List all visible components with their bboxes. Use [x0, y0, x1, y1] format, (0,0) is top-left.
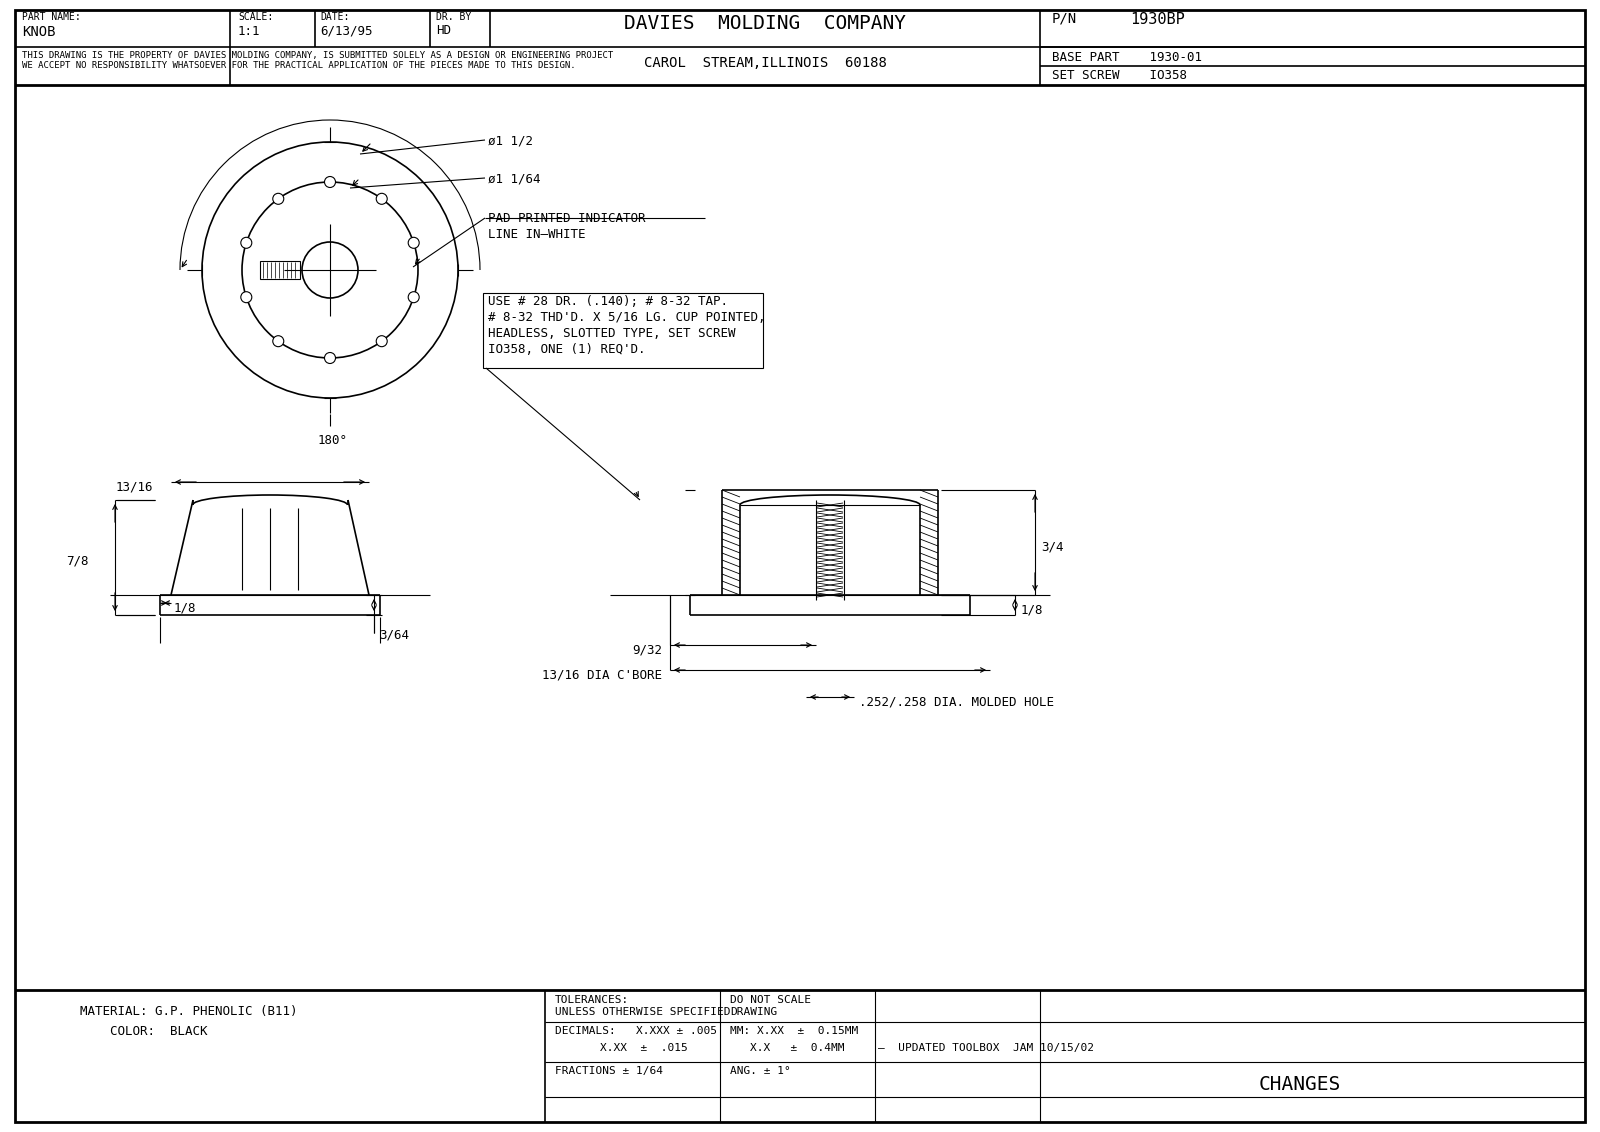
Circle shape: [408, 292, 419, 302]
Text: ANG. ± 1°: ANG. ± 1°: [730, 1066, 790, 1077]
Circle shape: [376, 336, 387, 346]
Text: DO NOT SCALE: DO NOT SCALE: [730, 995, 811, 1005]
Text: SET SCREW    IO358: SET SCREW IO358: [1053, 69, 1187, 82]
Text: PART NAME:: PART NAME:: [22, 12, 80, 22]
Circle shape: [325, 352, 336, 363]
Text: SCALE:: SCALE:: [238, 12, 274, 22]
Circle shape: [242, 238, 251, 248]
Circle shape: [408, 238, 419, 248]
Text: BASE PART    1930-01: BASE PART 1930-01: [1053, 51, 1202, 65]
Text: MATERIAL: G.P. PHENOLIC (B11): MATERIAL: G.P. PHENOLIC (B11): [80, 1005, 298, 1018]
Text: TOLERANCES:: TOLERANCES:: [555, 995, 629, 1005]
Circle shape: [376, 194, 387, 204]
Circle shape: [272, 336, 283, 346]
Text: IO358, ONE (1) REQ'D.: IO358, ONE (1) REQ'D.: [488, 343, 645, 355]
Text: KNOB: KNOB: [22, 25, 56, 38]
Text: # 8-32 THD'D. X 5/16 LG. CUP POINTED,: # 8-32 THD'D. X 5/16 LG. CUP POINTED,: [488, 311, 765, 324]
Text: 7/8: 7/8: [66, 555, 88, 567]
Text: 6/13/95: 6/13/95: [320, 24, 373, 37]
Text: PAD PRINTED INDICATOR: PAD PRINTED INDICATOR: [488, 212, 645, 225]
Text: FRACTIONS ± 1/64: FRACTIONS ± 1/64: [555, 1066, 662, 1077]
Text: DRAWING: DRAWING: [730, 1007, 778, 1017]
Text: ø1 1/64: ø1 1/64: [488, 173, 541, 186]
Text: ø1 1/2: ø1 1/2: [488, 135, 533, 148]
Text: .252/.258 DIA. MOLDED HOLE: .252/.258 DIA. MOLDED HOLE: [859, 695, 1054, 709]
Text: DAVIES  MOLDING  COMPANY: DAVIES MOLDING COMPANY: [624, 14, 906, 33]
Text: —  UPDATED TOOLBOX  JAM 10/15/02: — UPDATED TOOLBOX JAM 10/15/02: [878, 1043, 1094, 1053]
Text: 13/16: 13/16: [115, 480, 154, 494]
Bar: [259, 261, 301, 278]
Circle shape: [242, 292, 251, 302]
Text: DATE:: DATE:: [320, 12, 349, 22]
Text: P/N: P/N: [1053, 12, 1077, 26]
Text: DR. BY: DR. BY: [435, 12, 472, 22]
Text: 1930BP: 1930BP: [1130, 12, 1184, 27]
Text: CAROL  STREAM,ILLINOIS  60188: CAROL STREAM,ILLINOIS 60188: [643, 55, 886, 70]
Text: USE # 28 DR. (.140); # 8-32 TAP.: USE # 28 DR. (.140); # 8-32 TAP.: [488, 295, 728, 308]
Text: 1:1: 1:1: [238, 25, 261, 38]
Text: CHANGES: CHANGES: [1259, 1075, 1341, 1094]
Text: 1/8: 1/8: [1021, 603, 1043, 617]
Text: X.XX  ±  .015: X.XX ± .015: [600, 1043, 688, 1053]
Text: LINE IN–WHITE: LINE IN–WHITE: [488, 228, 586, 241]
Text: DECIMALS:   X.XXX ± .005: DECIMALS: X.XXX ± .005: [555, 1026, 717, 1036]
Text: X.X   ±  0.4MM: X.X ± 0.4MM: [750, 1043, 845, 1053]
Circle shape: [272, 194, 283, 204]
Text: 1/8: 1/8: [174, 601, 197, 615]
Circle shape: [325, 177, 336, 188]
Text: HD: HD: [435, 24, 451, 37]
Text: 13/16 DIA C'BORE: 13/16 DIA C'BORE: [542, 669, 662, 681]
Text: MM: X.XX  ±  0.15MM: MM: X.XX ± 0.15MM: [730, 1026, 858, 1036]
Text: 3/64: 3/64: [379, 628, 410, 642]
Text: HEADLESS, SLOTTED TYPE, SET SCREW: HEADLESS, SLOTTED TYPE, SET SCREW: [488, 327, 736, 340]
Text: THIS DRAWING IS THE PROPERTY OF DAVIES MOLDING COMPANY, IS SUBMITTED SOLELY AS A: THIS DRAWING IS THE PROPERTY OF DAVIES M…: [22, 51, 613, 70]
Text: COLOR:  BLACK: COLOR: BLACK: [80, 1024, 208, 1038]
Text: 3/4: 3/4: [1042, 540, 1064, 554]
Bar: [483, 293, 763, 368]
Text: UNLESS OTHERWISE SPECIFIED: UNLESS OTHERWISE SPECIFIED: [555, 1007, 731, 1017]
Text: 180°: 180°: [318, 434, 349, 447]
Text: 9/32: 9/32: [632, 643, 662, 657]
